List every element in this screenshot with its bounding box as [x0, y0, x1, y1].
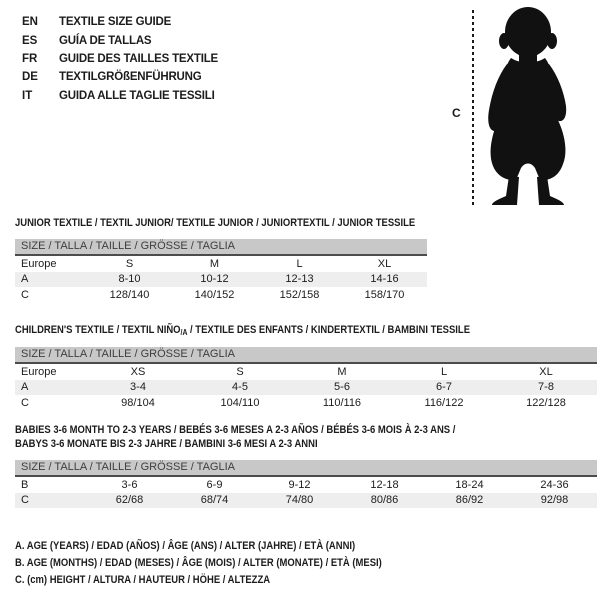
language-title: GUIDA ALLE TAGLIE TESSILI: [59, 89, 215, 102]
row-label: B: [21, 478, 29, 491]
table-cell: S: [236, 365, 244, 378]
table-row: A 3-4 4-5 5-6 6-7 7-8: [15, 379, 597, 395]
size-header-bar: SIZE / TALLA / TAILLE / GRÖSSE / TAGLIA: [15, 460, 597, 477]
row-label: A: [21, 273, 29, 286]
section-title-subscript: /A: [180, 328, 188, 337]
row-label: Europe: [21, 365, 57, 378]
row-label: Europe: [21, 257, 57, 270]
table-cell: 104/110: [220, 396, 260, 409]
height-measure-label: C: [452, 106, 461, 120]
language-row-en: EN TEXTILE SIZE GUIDE: [22, 13, 218, 31]
section-title-line2: BABYS 3-6 MONATE BIS 2-3 JAHRE / BAMBINI…: [15, 438, 318, 450]
table-row: C 98/104 104/110 110/116 116/122 122/128: [15, 395, 597, 411]
table-cell: 7-8: [538, 381, 554, 394]
table-cell: 4-5: [232, 381, 248, 394]
toddler-silhouette-icon: [488, 7, 567, 205]
table-cell: 5-6: [334, 381, 350, 394]
section-title-text: / TEXTILE DES ENFANTS / KINDERTEXTIL / B…: [187, 324, 471, 336]
table-cell: 9-12: [288, 478, 311, 491]
table-row: Europe S M L XL: [15, 256, 427, 272]
table-cell: 116/122: [424, 396, 464, 409]
table-row: C 128/140 140/152 152/158 158/170: [15, 287, 427, 303]
table-cell: L: [440, 365, 448, 378]
table-cell: 74/80: [285, 494, 314, 507]
table-cell: 92/98: [540, 494, 569, 507]
section-title-babies: BABIES 3-6 MONTH TO 2-3 YEARS / BEBÉS 3-…: [15, 423, 455, 451]
language-code: FR: [22, 52, 38, 65]
table-cell: 98/104: [121, 396, 155, 409]
language-title-list: EN TEXTILE SIZE GUIDE ES GUÍA DE TALLAS …: [22, 13, 218, 105]
section-title-line1: BABIES 3-6 MONTH TO 2-3 YEARS / BEBÉS 3-…: [15, 424, 456, 436]
section-title-text: CHILDREN'S TEXTILE / TEXTIL NIÑO: [15, 324, 181, 336]
table-cell: S: [125, 257, 134, 270]
size-header-bar: SIZE / TALLA / TAILLE / GRÖSSE / TAGLIA: [15, 239, 427, 256]
table-cell: 18-24: [455, 478, 484, 491]
junior-size-table: SIZE / TALLA / TAILLE / GRÖSSE / TAGLIA …: [15, 239, 427, 303]
table-row: A 8-10 10-12 12-13 14-16: [15, 271, 427, 287]
footnote-b: B. AGE (MONTHS) / EDAD (MESES) / ÂGE (MO…: [15, 557, 382, 570]
language-title: GUÍA DE TALLAS: [59, 34, 152, 47]
table-cell: 122/128: [526, 396, 566, 409]
table-cell: 8-10: [118, 273, 141, 286]
language-title: TEXTILGRÖßENFÜHRUNG: [59, 71, 202, 84]
table-cell: XL: [539, 365, 553, 378]
row-label: C: [21, 396, 29, 409]
table-cell: 10-12: [200, 273, 229, 286]
language-row-es: ES GUÍA DE TALLAS: [22, 31, 218, 49]
language-row-de: DE TEXTILGRÖßENFÜHRUNG: [22, 68, 218, 86]
footnote-a: A. AGE (YEARS) / EDAD (AÑOS) / ÂGE (ANS)…: [15, 540, 356, 552]
table-cell: 110/116: [322, 396, 362, 409]
row-label: C: [21, 494, 29, 507]
table-cell: 158/170: [364, 288, 405, 301]
table-cell: 6-9: [206, 478, 223, 491]
language-row-fr: FR GUIDE DES TAILLES TEXTILE: [22, 50, 218, 68]
table-row: Europe XS S M L XL: [15, 364, 597, 380]
table-cell: 14-16: [370, 273, 399, 286]
language-row-it: IT GUIDA ALLE TAGLIE TESSILI: [22, 87, 218, 105]
table-cell: 24-36: [540, 478, 569, 491]
size-header-bar: SIZE / TALLA / TAILLE / GRÖSSE / TAGLIA: [15, 347, 597, 364]
footnote-c: C. (cm) HEIGHT / ALTURA / HAUTEUR / HÖHE…: [15, 574, 271, 587]
language-code: EN: [22, 16, 38, 29]
table-cell: 12-13: [285, 273, 314, 286]
language-code: DE: [22, 71, 38, 84]
table-cell: 80/86: [370, 494, 399, 507]
row-label: A: [21, 381, 29, 394]
section-title-children: CHILDREN'S TEXTILE / TEXTIL NIÑO/A / TEX…: [15, 323, 470, 340]
babies-size-table: SIZE / TALLA / TAILLE / GRÖSSE / TAGLIA …: [15, 460, 597, 508]
table-cell: 62/68: [115, 494, 144, 507]
height-measure-line: [472, 10, 474, 207]
table-row: B 3-6 6-9 9-12 12-18 18-24 24-36: [15, 477, 597, 493]
language-title: TEXTILE SIZE GUIDE: [59, 16, 172, 29]
table-cell: M: [337, 365, 347, 378]
table-cell: 128/140: [109, 288, 150, 301]
table-cell: XS: [130, 365, 146, 378]
table-cell: 3-6: [121, 478, 138, 491]
table-cell: 152/158: [279, 288, 320, 301]
footnotes: A. AGE (YEARS) / EDAD (AÑOS) / ÂGE (ANS)…: [15, 538, 442, 590]
language-code: IT: [22, 89, 33, 102]
children-size-table: SIZE / TALLA / TAILLE / GRÖSSE / TAGLIA …: [15, 347, 597, 411]
table-cell: M: [209, 257, 220, 270]
table-cell: 6-7: [436, 381, 452, 394]
table-cell: 140/152: [194, 288, 235, 301]
row-label: C: [21, 288, 29, 301]
language-code: ES: [22, 34, 38, 47]
language-title: GUIDE DES TAILLES TEXTILE: [59, 52, 218, 65]
table-cell: 86/92: [455, 494, 484, 507]
table-cell: L: [296, 257, 303, 270]
table-cell: 12-18: [370, 478, 399, 491]
table-cell: 68/74: [200, 494, 229, 507]
table-cell: 3-4: [130, 381, 146, 394]
table-row: C 62/68 68/74 74/80 80/86 86/92 92/98: [15, 492, 597, 508]
table-cell: XL: [377, 257, 392, 270]
section-title-junior: JUNIOR TEXTILE / TEXTIL JUNIOR/ TEXTILE …: [15, 217, 416, 229]
